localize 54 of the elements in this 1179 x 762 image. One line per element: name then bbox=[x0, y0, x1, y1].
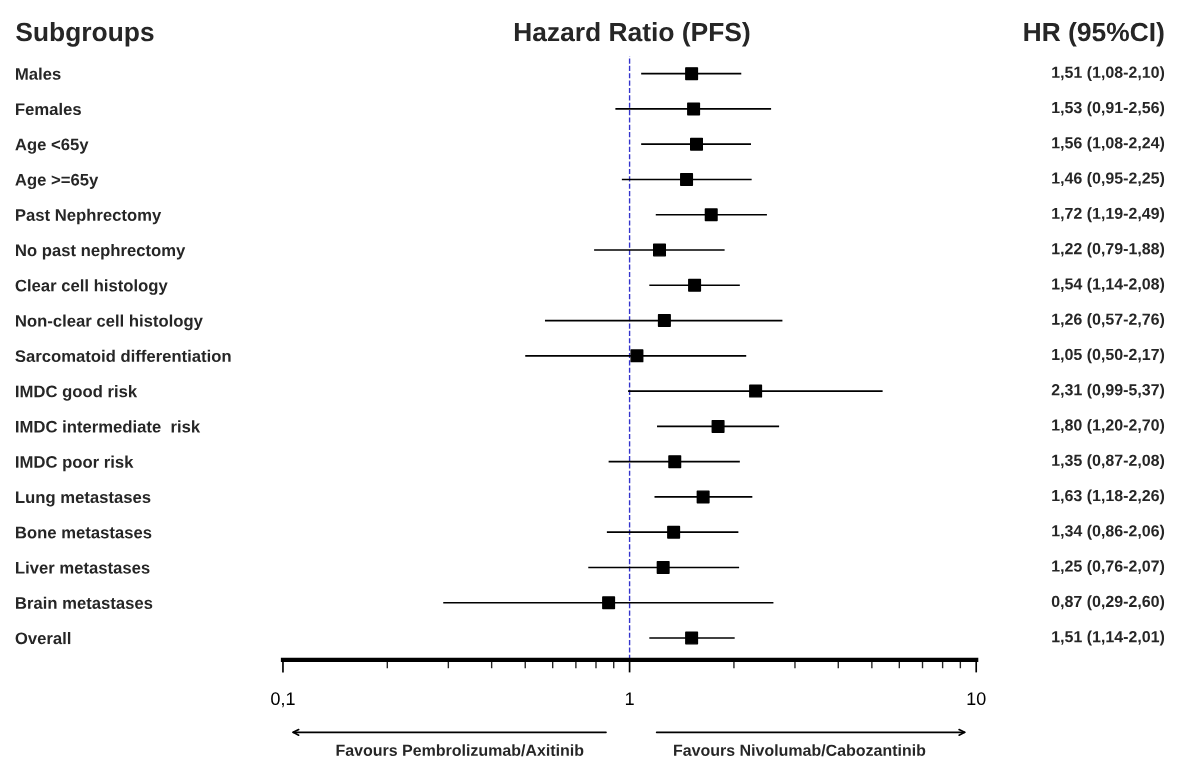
point bbox=[690, 137, 704, 151]
point bbox=[656, 560, 670, 574]
data-label: 1,51 (1,14-2,01) bbox=[1052, 630, 1165, 646]
data-label: 1,46 (0,95-2,25) bbox=[1052, 172, 1165, 187]
y-tick-label: Lung metastases bbox=[16, 491, 151, 507]
data-label: 1,80 (1,20-2,70) bbox=[1052, 418, 1165, 434]
data-label: 1,54 (1,14-2,08) bbox=[1052, 277, 1165, 293]
data-label: 2,31 (0,99-5,37) bbox=[1051, 383, 1165, 399]
data-label: 1,35 (0,87-2,08) bbox=[1052, 454, 1165, 470]
y-axis-title: Subgroups bbox=[16, 21, 154, 47]
y-tick-label: Age <65y bbox=[15, 138, 89, 154]
y-tick-label: Females bbox=[16, 102, 81, 116]
y-tick-label: Past Nephrectomy bbox=[16, 208, 162, 225]
y-tick-label: IMDC poor risk bbox=[16, 455, 134, 472]
chart-title: Hazard Ratio (PFS) bbox=[514, 21, 750, 47]
y-tick-label: Sarcomatoid differentiation bbox=[15, 349, 231, 363]
point bbox=[685, 67, 699, 81]
y-tick-label: Age >=65y bbox=[15, 173, 99, 189]
y-tick-label: Non-clear cell histology bbox=[16, 314, 203, 331]
data-label: 0,87 (0,29-2,60) bbox=[1051, 595, 1165, 611]
data-label: 1,63 (1,18-2,26) bbox=[1052, 489, 1165, 505]
x-tick-label: 1 bbox=[625, 692, 634, 705]
data-label: 1,72 (1,19-2,49) bbox=[1052, 207, 1165, 223]
y-tick-label: Brain metastases bbox=[16, 596, 153, 609]
y-tick-label: IMDC good risk bbox=[16, 385, 138, 401]
point bbox=[668, 455, 682, 469]
point bbox=[667, 525, 681, 539]
point bbox=[653, 243, 667, 257]
point bbox=[687, 102, 701, 116]
y-tick-label: IMDC intermediate risk bbox=[16, 420, 201, 433]
y-tick-label: No past nephrectomy bbox=[16, 243, 186, 260]
text: Favours Pembrolizumab/Axitinib bbox=[336, 744, 584, 757]
data-label: 1,05 (0,50-2,17) bbox=[1052, 348, 1165, 364]
y-tick-label: Males bbox=[16, 67, 61, 80]
data-label: 1,51 (1,08-2,10) bbox=[1052, 66, 1165, 82]
point bbox=[680, 172, 694, 186]
y-tick-label: Clear cell histology bbox=[15, 279, 168, 295]
x-tick-label: 0,1 bbox=[271, 692, 295, 708]
point bbox=[685, 631, 699, 645]
y-tick-label: Bone metastases bbox=[16, 526, 152, 539]
data-label: 1,25 (0,76-2,07) bbox=[1052, 560, 1165, 575]
point bbox=[657, 314, 671, 328]
point bbox=[696, 490, 710, 504]
data-label: 1,56 (1,08-2,24) bbox=[1052, 136, 1165, 152]
y-tick-label: Liver metastases bbox=[16, 561, 150, 574]
y2-axis-title: HR (95%CI) bbox=[1024, 21, 1164, 47]
text: Favours Nivolumab/Cabozantinib bbox=[674, 744, 926, 757]
data-label: 1,22 (0,79-1,88) bbox=[1052, 242, 1165, 258]
point bbox=[688, 278, 702, 292]
data-label: 1,26 (0,57-2,76) bbox=[1052, 313, 1165, 328]
x-tick-label: 10 bbox=[967, 692, 986, 706]
y-tick-label: Overall bbox=[15, 631, 71, 645]
data-label: 1,53 (0,91-2,56) bbox=[1052, 101, 1165, 117]
data-label: 1,34 (0,86-2,06) bbox=[1052, 524, 1165, 540]
